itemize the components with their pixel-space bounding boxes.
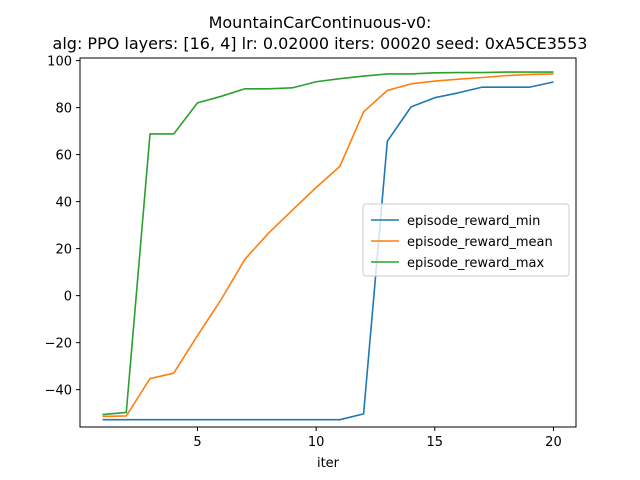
y-tick-label: 60 [55, 149, 72, 164]
y-tick-label: 0 [64, 290, 72, 305]
legend-label: episode_reward_mean [407, 235, 553, 250]
series-line-episode-reward-min [102, 81, 554, 421]
x-tick-label: 10 [308, 435, 325, 450]
chart-title-line-2: alg: PPO layers: [16, 4] lr: 0.02000 ite… [53, 34, 588, 53]
y-tick-label: 100 [47, 55, 72, 70]
series-lines [102, 71, 554, 421]
x-axis-label: iter [317, 456, 340, 471]
y-tick-label: 20 [55, 243, 72, 258]
legend-frame [362, 203, 570, 277]
y-axis-ticks: −40 −20 0 20 40 60 80 100 [45, 55, 80, 399]
legend-label: episode_reward_min [407, 214, 540, 229]
x-axis-ticks: 5 10 15 20 [193, 427, 562, 450]
x-tick-label: 5 [193, 435, 201, 450]
x-tick-label: 20 [545, 435, 562, 450]
legend: episode_reward_min episode_reward_meanepi… [362, 203, 570, 277]
plot-area-frame [79, 57, 577, 428]
series-line-episode-reward-max [102, 71, 554, 416]
y-tick-label: 40 [55, 196, 72, 211]
y-tick-label: −20 [45, 337, 72, 352]
legend-label: episode_reward_max [407, 256, 544, 271]
x-tick-label: 15 [427, 435, 444, 450]
chart-title-line-1: MountainCarContinuous-v0: [209, 13, 432, 32]
y-tick-label: −40 [45, 384, 72, 399]
y-tick-label: 80 [55, 102, 72, 117]
series-line-episode-reward-mean [102, 73, 554, 418]
